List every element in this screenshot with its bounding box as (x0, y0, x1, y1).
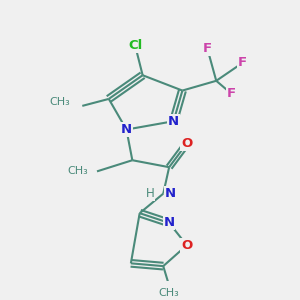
Text: F: F (226, 87, 236, 100)
Text: N: N (121, 123, 132, 136)
Text: F: F (238, 56, 247, 69)
Text: Cl: Cl (128, 40, 142, 52)
Text: N: N (165, 187, 176, 200)
Text: N: N (168, 115, 179, 128)
Text: O: O (181, 239, 192, 252)
Text: O: O (181, 137, 192, 150)
Text: H: H (146, 187, 154, 200)
Text: CH₃: CH₃ (68, 167, 88, 176)
Text: CH₃: CH₃ (50, 97, 70, 107)
Text: N: N (164, 216, 175, 230)
Text: F: F (203, 42, 212, 55)
Text: CH₃: CH₃ (159, 288, 179, 298)
